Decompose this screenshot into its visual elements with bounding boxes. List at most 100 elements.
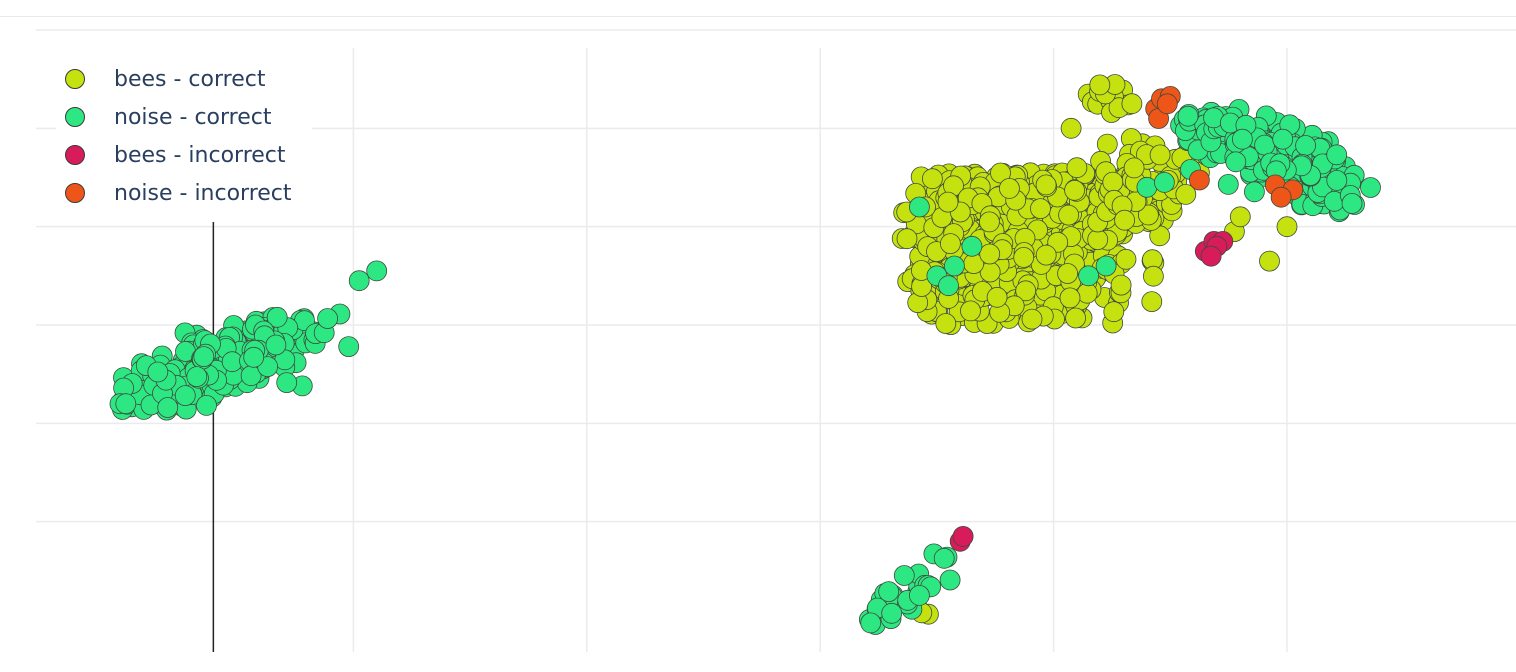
data-point-bees-correct[interactable] <box>935 313 957 334</box>
data-point-bees-correct[interactable] <box>1259 250 1280 272</box>
data-point-noise-correct[interactable] <box>186 366 208 388</box>
data-point-bees-correct[interactable] <box>1115 248 1137 270</box>
data-point-noise-correct[interactable] <box>893 565 915 586</box>
data-point-noise-incorrect[interactable] <box>1270 186 1292 208</box>
data-point-bees-correct[interactable] <box>1035 174 1057 196</box>
data-point-bees-correct[interactable] <box>990 162 1011 184</box>
data-point-bees-correct[interactable] <box>937 191 959 213</box>
data-point-bees-correct[interactable] <box>1276 216 1298 238</box>
data-point-noise-correct[interactable] <box>944 255 965 277</box>
data-point-noise-correct[interactable] <box>266 306 288 328</box>
data-point-bees-correct[interactable] <box>1060 117 1082 139</box>
data-point-noise-correct[interactable] <box>860 612 882 634</box>
data-point-bees-correct[interactable] <box>999 177 1020 199</box>
data-points[interactable] <box>109 74 1381 635</box>
data-point-noise-correct[interactable] <box>157 397 179 418</box>
data-point-noise-correct[interactable] <box>1232 128 1253 150</box>
data-point-bees-correct[interactable] <box>1103 301 1125 323</box>
data-point-noise-correct[interactable] <box>909 585 930 606</box>
data-point-noise-correct[interactable] <box>115 393 137 415</box>
data-point-bees-correct[interactable] <box>1121 93 1143 115</box>
data-point-bees-correct[interactable] <box>1138 204 1159 226</box>
data-point-noise-correct[interactable] <box>878 581 900 602</box>
data-point-noise-correct[interactable] <box>1154 171 1175 193</box>
data-point-bees-correct[interactable] <box>1065 307 1086 329</box>
data-point-bees-correct[interactable] <box>960 300 981 322</box>
data-point-noise-correct[interactable] <box>1136 176 1158 198</box>
data-point-bees-correct[interactable] <box>940 233 961 255</box>
data-point-noise-correct[interactable] <box>1225 151 1247 173</box>
data-point-bees-correct[interactable] <box>1064 179 1085 201</box>
data-point-noise-incorrect[interactable] <box>1189 169 1210 191</box>
data-point-noise-correct[interactable] <box>1295 135 1316 156</box>
data-point-bees-correct[interactable] <box>1030 198 1051 220</box>
data-point-bees-correct[interactable] <box>979 243 1001 265</box>
data-point-noise-correct[interactable] <box>193 346 215 368</box>
data-point-noise-correct[interactable] <box>909 196 930 218</box>
data-point-bees-correct[interactable] <box>1123 157 1145 179</box>
data-point-noise-correct[interactable] <box>961 235 983 257</box>
data-point-noise-correct[interactable] <box>938 275 959 297</box>
data-point-noise-correct[interactable] <box>1244 181 1265 203</box>
data-point-bees-correct[interactable] <box>986 286 1008 308</box>
data-point-bees-correct[interactable] <box>1058 204 1079 226</box>
data-point-bees-correct[interactable] <box>1059 287 1081 309</box>
data-point-noise-correct[interactable] <box>317 308 339 329</box>
data-point-noise-correct[interactable] <box>196 394 217 416</box>
data-point-noise-correct[interactable] <box>1326 144 1348 166</box>
data-point-bees-correct[interactable] <box>1175 183 1197 205</box>
data-point-bees-correct[interactable] <box>1076 282 1098 304</box>
legend-item-bees-incorrect[interactable]: bees - incorrect <box>64 136 304 174</box>
data-point-noise-correct[interactable] <box>265 334 287 356</box>
data-point-noise-correct[interactable] <box>933 547 955 569</box>
data-point-bees-correct[interactable] <box>1015 280 1037 302</box>
data-point-noise-correct[interactable] <box>1177 105 1199 127</box>
data-point-noise-correct[interactable] <box>1217 173 1239 195</box>
data-point-bees-correct[interactable] <box>1087 229 1109 251</box>
legend-item-bees-correct[interactable]: bees - correct <box>64 60 304 98</box>
data-point-noise-correct[interactable] <box>1341 192 1363 214</box>
data-point-bees-correct[interactable] <box>896 228 918 250</box>
legend-item-noise-correct[interactable]: noise - correct <box>64 98 304 136</box>
data-point-bees-correct[interactable] <box>922 168 943 190</box>
legend-label-noise-correct: noise - correct <box>114 104 272 130</box>
data-point-bees-correct[interactable] <box>1057 263 1078 284</box>
data-point-bees-correct[interactable] <box>1021 308 1043 330</box>
legend-label-bees-incorrect: bees - incorrect <box>114 142 286 168</box>
data-point-bees-correct[interactable] <box>1035 244 1057 266</box>
data-point-noise-correct[interactable] <box>1360 177 1381 198</box>
data-point-bees-correct[interactable] <box>1143 265 1164 287</box>
data-point-bees-correct[interactable] <box>1102 171 1124 193</box>
data-point-noise-correct[interactable] <box>174 385 196 407</box>
data-point-noise-correct[interactable] <box>939 569 961 591</box>
data-point-bees-correct[interactable] <box>979 211 1000 233</box>
data-point-bees-correct[interactable] <box>1089 74 1111 96</box>
data-point-bees-incorrect[interactable] <box>1200 245 1222 267</box>
data-point-noise-correct[interactable] <box>881 602 903 624</box>
data-point-noise-correct[interactable] <box>147 361 169 383</box>
data-point-bees-correct[interactable] <box>1149 144 1171 166</box>
legend-marker-noise-incorrect <box>65 183 85 203</box>
legend: bees - correct noise - correct bees - in… <box>56 58 312 218</box>
data-point-bees-correct[interactable] <box>1110 274 1132 296</box>
data-point-noise-correct[interactable] <box>243 346 265 368</box>
data-point-noise-correct[interactable] <box>1272 128 1294 150</box>
data-point-noise-incorrect[interactable] <box>1156 93 1178 115</box>
data-point-noise-correct[interactable] <box>1078 265 1099 287</box>
data-point-noise-correct[interactable] <box>348 270 370 292</box>
data-point-bees-correct[interactable] <box>1013 246 1035 268</box>
data-point-noise-correct[interactable] <box>338 336 360 358</box>
data-point-noise-correct[interactable] <box>366 260 388 282</box>
data-point-bees-correct[interactable] <box>1066 157 1088 179</box>
data-point-bees-correct[interactable] <box>1114 209 1135 231</box>
data-point-noise-correct[interactable] <box>1095 255 1117 277</box>
data-point-noise-correct[interactable] <box>1326 169 1348 191</box>
data-point-bees-correct[interactable] <box>1229 206 1251 228</box>
data-point-noise-correct[interactable] <box>276 372 298 394</box>
data-point-bees-correct[interactable] <box>1141 291 1163 313</box>
legend-item-noise-incorrect[interactable]: noise - incorrect <box>64 174 304 212</box>
legend-label-noise-incorrect: noise - incorrect <box>114 180 292 206</box>
data-point-bees-incorrect[interactable] <box>952 526 974 547</box>
